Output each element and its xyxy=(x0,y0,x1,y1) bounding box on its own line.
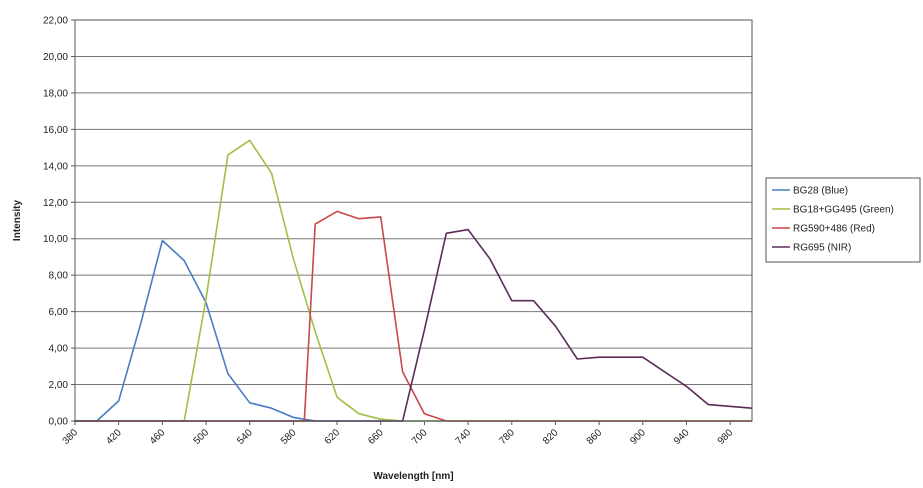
x-tick-label: 580 xyxy=(279,427,299,447)
y-tick-label: 0,00 xyxy=(49,417,69,428)
y-tick-label: 22,00 xyxy=(43,16,68,27)
y-tick-label: 8,00 xyxy=(49,271,69,282)
y-tick-label: 4,00 xyxy=(49,344,69,355)
x-tick-label: 820 xyxy=(541,427,561,447)
x-tick-label: 940 xyxy=(672,427,692,447)
legend-label: BG18+GG495 (Green) xyxy=(793,205,894,216)
y-tick-label: 12,00 xyxy=(43,198,68,209)
x-tick-label: 620 xyxy=(323,427,343,447)
legend: BG28 (Blue) BG18+GG495 (Green) RG590+486 (… xyxy=(765,177,921,263)
x-tick-label: 660 xyxy=(366,427,386,447)
x-axis-title: Wavelength [nm] xyxy=(373,471,453,482)
x-axis-ticks: 380 420 460 500 540 580 620 660 700 740 780 820 860 9… xyxy=(61,421,736,447)
y-axis-title: Intensity xyxy=(12,200,23,242)
series-line-2 xyxy=(75,139,752,422)
x-tick-label: 740 xyxy=(454,427,474,447)
x-tick-label: 380 xyxy=(61,427,81,447)
x-tick-label: 420 xyxy=(104,427,124,447)
y-tick-label: 18,00 xyxy=(43,88,68,99)
y-tick-label: 6,00 xyxy=(49,307,69,318)
y-tick-label: 20,00 xyxy=(43,52,68,63)
x-tick-label: 540 xyxy=(235,427,255,447)
x-tick-label: 460 xyxy=(148,427,168,447)
y-axis-ticks: 0,00 2,00 4,00 6,00 8,00 10,00 12,00 14,00 16,00… xyxy=(43,16,75,428)
plot-area-border xyxy=(74,19,753,422)
series-line-4 xyxy=(75,228,753,422)
series-line-3 xyxy=(75,210,752,422)
series-lines xyxy=(75,139,753,422)
x-tick-label: 980 xyxy=(716,427,736,447)
y-tick-label: 16,00 xyxy=(43,125,68,136)
legend-label: RG590+486 (Red) xyxy=(793,224,875,235)
gridlines xyxy=(75,19,752,386)
legend-label: BG28 (Blue) xyxy=(793,186,848,197)
y-tick-label: 10,00 xyxy=(43,234,68,245)
legend-box xyxy=(765,177,921,263)
legend-label: RG695 (NIR) xyxy=(793,243,851,254)
y-tick-label: 14,00 xyxy=(43,161,68,172)
x-tick-label: 500 xyxy=(192,427,212,447)
y-tick-label: 2,00 xyxy=(49,380,69,391)
x-tick-label: 900 xyxy=(628,427,648,447)
x-tick-label: 700 xyxy=(410,427,430,447)
x-tick-label: 780 xyxy=(497,427,517,447)
x-tick-label: 860 xyxy=(585,427,605,447)
